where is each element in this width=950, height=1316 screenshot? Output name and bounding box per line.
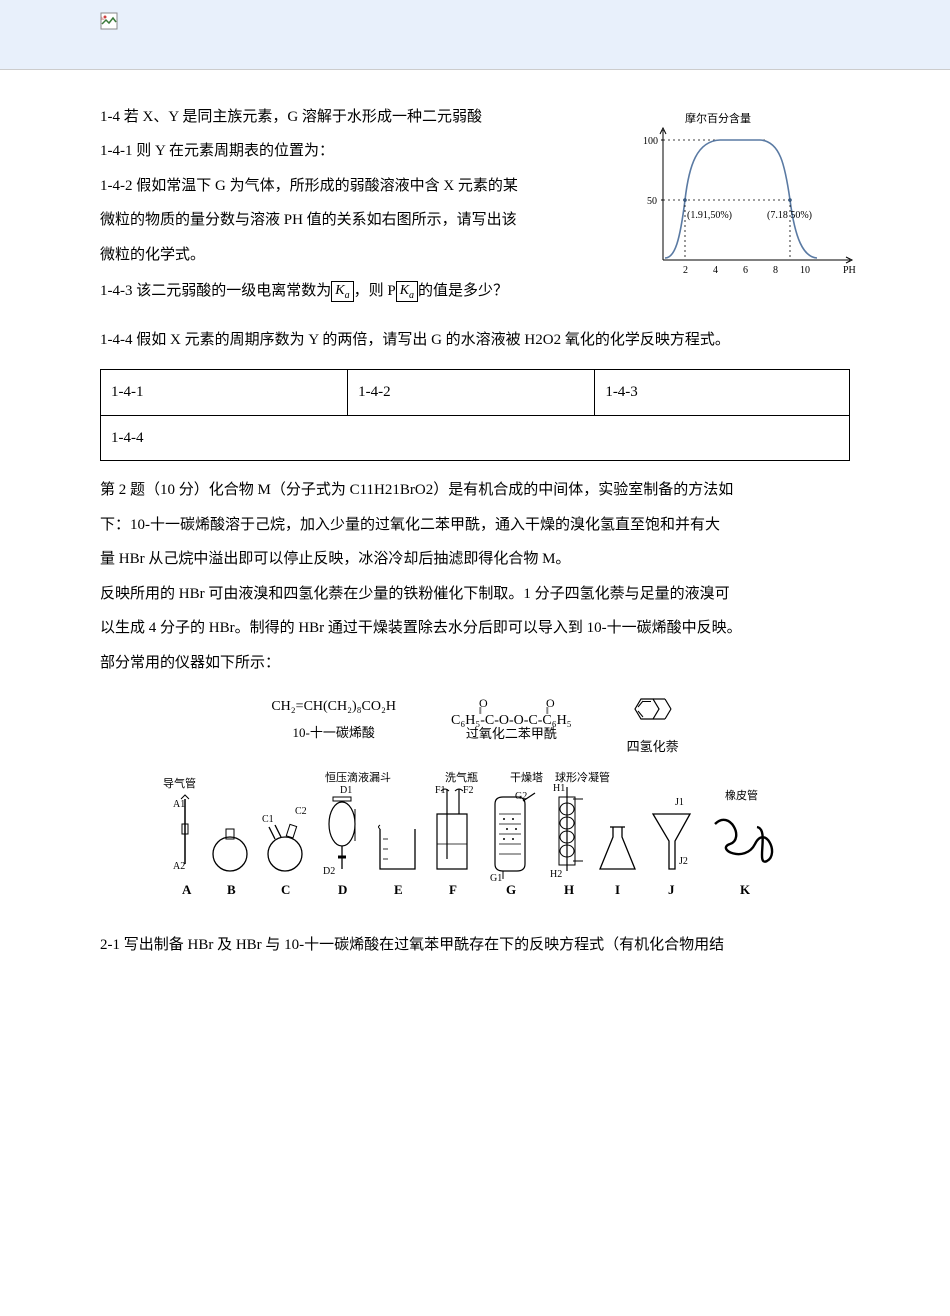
svg-text:F2: F2: [463, 785, 474, 796]
svg-text:导气管: 导气管: [163, 776, 196, 790]
formula-3: 四氢化萘: [627, 694, 679, 759]
apparatus-diagram: 导气管 恒压滴液漏斗 洗气瓶 干燥塔 球形冷凝管 橡皮管 A1 A2 C1 C2: [100, 769, 850, 920]
q14-1: 1-4-1 则 Y 在元素周期表的位置为：: [100, 134, 630, 169]
ka-box-1: Ka: [331, 281, 353, 303]
cell-142: 1-4-2: [348, 370, 595, 416]
svg-text:6: 6: [743, 265, 748, 276]
answer-table: 1-4-1 1-4-2 1-4-3 1-4-4: [100, 369, 850, 461]
svg-text:J: J: [668, 882, 675, 897]
svg-text:D: D: [338, 882, 347, 897]
svg-text:D2: D2: [323, 866, 335, 877]
q2-p6: 部分常用的仪器如下所示：: [100, 646, 850, 681]
svg-text:F1: F1: [435, 785, 446, 796]
chart-ytick-100: 100: [643, 136, 658, 147]
q14-intro: 1-4 若 X、Y 是同主族元素，G 溶解于水形成一种二元弱酸: [100, 100, 630, 135]
cell-144: 1-4-4: [101, 415, 850, 461]
question-1-4: 1-4 若 X、Y 是同主族元素，G 溶解于水形成一种二元弱酸 1-4-1 则 …: [100, 100, 850, 273]
svg-text:B: B: [227, 882, 236, 897]
q2-p5: 以生成 4 分子的 HBr。制得的 HBr 通过干燥装置除去水分后即可以导入到 …: [100, 611, 850, 646]
svg-text:A1: A1: [173, 799, 185, 810]
q14-2b: 微粒的物质的量分数与溶液 PH 值的关系如右图所示，请写出该: [100, 203, 630, 238]
broken-image-icon: [100, 18, 118, 34]
q2-p1: 第 2 题（10 分）化合物 M（分子式为 C11H21BrO2）是有机合成的中…: [100, 473, 850, 508]
chart-point-left: (1.91,50%): [687, 210, 732, 221]
svg-text:H1: H1: [553, 783, 565, 794]
formula-2: O ‖ O ‖ C₆H₅-C-O-O-C-C₆H₅ 过氧化二苯甲酰: [451, 694, 572, 747]
svg-text:H: H: [564, 882, 574, 897]
svg-text:F: F: [449, 882, 457, 897]
chart-ylabel: 摩尔百分含量: [685, 111, 751, 125]
q2-p3: 量 HBr 从己烷中溢出即可以停止反映，冰浴冷却后抽滤即得化合物 M。: [100, 542, 850, 577]
svg-text:J1: J1: [675, 797, 684, 808]
svg-text:J2: J2: [679, 856, 688, 867]
svg-text:I: I: [615, 882, 620, 897]
q2-p2: 下：10-十一碳烯酸溶于己烷，加入少量的过氧化二苯甲酰，通入干燥的溴化氢直至饱和…: [100, 508, 850, 543]
svg-text:C1: C1: [262, 814, 274, 825]
page-content: 1-4 若 X、Y 是同主族元素，G 溶解于水形成一种二元弱酸 1-4-1 则 …: [0, 70, 950, 993]
q2-1: 2-1 写出制备 HBr 及 HBr 与 10-十一碳烯酸在过氧苯甲酰存在下的反…: [100, 928, 850, 963]
cell-143: 1-4-3: [595, 370, 850, 416]
q2-p4: 反映所用的 HBr 可由液溴和四氢化萘在少量的铁粉催化下制取。1 分子四氢化萘与…: [100, 577, 850, 612]
svg-text:E: E: [394, 882, 403, 897]
svg-text:球形冷凝管: 球形冷凝管: [555, 770, 610, 784]
svg-text:K: K: [740, 882, 751, 897]
q14-2a: 1-4-2 假如常温下 G 为气体，所形成的弱酸溶液中含 X 元素的某: [100, 169, 630, 204]
formula-diagram: CH₂=CH(CH₂)₈CO₂H 10-十一碳烯酸 O ‖ O ‖ C₆H₅-C…: [100, 694, 850, 920]
q14-2c: 微粒的化学式。: [100, 238, 630, 273]
svg-text:10: 10: [800, 265, 810, 276]
svg-text:C: C: [281, 882, 290, 897]
svg-text:4: 4: [713, 265, 718, 276]
svg-text:A2: A2: [173, 861, 185, 872]
svg-text:洗气瓶: 洗气瓶: [445, 770, 478, 784]
svg-text:C2: C2: [295, 806, 307, 817]
chart-point-right: (7.18 50%): [767, 210, 812, 221]
q14-4: 1-4-4 假如 X 元素的周期序数为 Y 的两倍，请写出 G 的水溶液被 H2…: [100, 323, 850, 358]
cell-141: 1-4-1: [101, 370, 348, 416]
chart-ytick-50: 50: [647, 196, 657, 207]
svg-text:D1: D1: [340, 785, 352, 796]
svg-text:PH: PH: [843, 265, 856, 276]
svg-text:干燥塔: 干燥塔: [510, 771, 543, 784]
svg-text:A: A: [182, 882, 192, 897]
mole-fraction-chart: 摩尔百分含量 100 50 2 4 6 8 10 PH: [625, 110, 860, 285]
ka-box-2: Ka: [396, 281, 418, 303]
svg-text:2: 2: [683, 265, 688, 276]
svg-text:H2: H2: [550, 869, 562, 880]
svg-text:恒压滴液漏斗: 恒压滴液漏斗: [325, 770, 391, 784]
svg-text:G: G: [506, 882, 516, 897]
svg-text:8: 8: [773, 265, 778, 276]
svg-text:G1: G1: [490, 873, 502, 884]
formula-1: CH₂=CH(CH₂)₈CO₂H 10-十一碳烯酸: [271, 694, 396, 745]
svg-text:橡皮管: 橡皮管: [725, 788, 758, 802]
header-bar: [0, 0, 950, 70]
